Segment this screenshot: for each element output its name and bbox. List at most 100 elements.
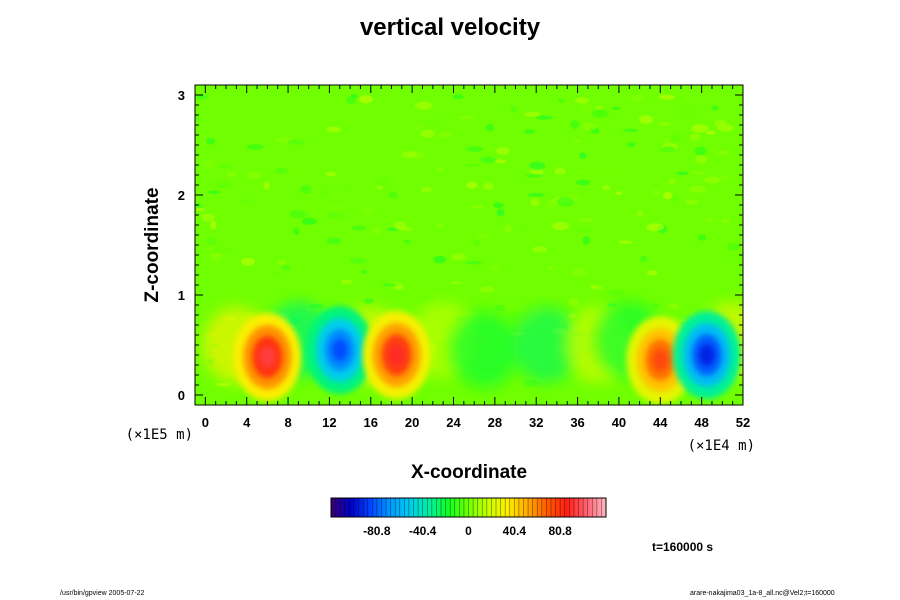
field-speckle	[685, 199, 700, 205]
field-speckle	[659, 94, 675, 100]
field-speckle	[636, 210, 644, 216]
field-speckle	[631, 94, 645, 103]
field-speckle	[208, 190, 220, 195]
field-speckle	[301, 217, 318, 225]
field-speckle	[216, 305, 230, 310]
field-speckle	[668, 303, 680, 310]
field-speckle	[651, 303, 660, 308]
field-speckle	[671, 133, 682, 143]
field-speckle	[483, 182, 494, 190]
x-tick-label: 48	[694, 415, 708, 430]
updraft-core	[259, 346, 276, 368]
y-tick-label: 3	[178, 88, 185, 103]
field-speckle	[361, 207, 376, 215]
field-speckle	[535, 115, 553, 120]
field-speckle	[277, 260, 287, 266]
field-speckle	[411, 237, 425, 245]
field-speckle	[626, 142, 636, 147]
x-tick-label: 8	[284, 415, 291, 430]
x-tick-label: 36	[570, 415, 584, 430]
field-speckle	[489, 264, 501, 271]
colorbar-tick-label: 0	[465, 524, 472, 538]
x-tick-label: 40	[612, 415, 626, 430]
field-speckle	[662, 146, 676, 152]
updraft-core	[652, 349, 669, 371]
y-axis-multiplier: (×1E5 m)	[126, 427, 193, 443]
field-speckle	[201, 213, 215, 222]
field-speckle	[590, 284, 597, 288]
field-speckle	[225, 171, 237, 178]
field-speckle	[349, 257, 367, 264]
field-speckle	[290, 169, 308, 175]
field-speckle	[485, 123, 495, 132]
field-speckle	[210, 220, 217, 230]
x-axis-title: X-coordinate	[411, 462, 527, 483]
field-speckle	[465, 163, 481, 168]
field-speckle	[689, 185, 707, 193]
axis-ticks	[194, 85, 744, 405]
x-tick-label: 4	[243, 415, 251, 430]
field-speckle	[715, 150, 729, 156]
heatmap-field	[195, 85, 743, 405]
field-speckle	[411, 124, 422, 132]
field-speckle	[622, 128, 639, 133]
field-speckle	[275, 167, 288, 174]
field-speckle	[239, 199, 251, 203]
field-speckle	[473, 239, 481, 246]
field-speckle	[727, 242, 740, 251]
field-speckle	[607, 288, 625, 297]
field-cell	[450, 312, 519, 388]
field-speckle	[351, 225, 367, 231]
field-speckle	[615, 191, 623, 196]
field-speckle	[213, 257, 220, 263]
field-speckle	[510, 105, 517, 113]
field-speckle	[325, 171, 337, 177]
field-speckle	[646, 270, 658, 276]
field-cell	[512, 307, 581, 383]
y-tick-label: 1	[178, 288, 185, 303]
field-speckle	[363, 298, 375, 304]
colorbar-tick-label: -40.4	[409, 524, 437, 538]
field-speckle	[403, 239, 411, 244]
field-speckle	[575, 179, 591, 186]
field-speckle	[711, 105, 719, 111]
field-speckle	[689, 133, 700, 141]
field-speckle	[530, 198, 540, 207]
field-speckle	[525, 173, 543, 178]
field-speckle	[721, 218, 731, 224]
field-speckle	[195, 114, 200, 122]
field-speckle	[346, 96, 356, 105]
field-speckle	[576, 226, 594, 233]
field-speckle	[263, 181, 270, 190]
x-tick-label: 16	[364, 415, 378, 430]
field-speckle	[570, 268, 588, 277]
field-speckle	[361, 269, 368, 274]
field-speckle	[527, 193, 545, 197]
downdraft-core	[698, 344, 715, 366]
field-speckle	[388, 191, 398, 199]
x-tick-label: 28	[488, 415, 502, 430]
field-speckle	[300, 184, 312, 194]
x-tick-label: 0	[202, 415, 209, 430]
x-tick-label: 12	[322, 415, 336, 430]
field-speckle	[646, 223, 665, 232]
field-speckle	[326, 237, 342, 245]
field-speckle	[466, 181, 478, 189]
downdraft-core	[331, 339, 348, 361]
field-speckle	[382, 283, 396, 287]
x-tick-label: 24	[446, 415, 461, 430]
field-speckle	[695, 155, 708, 164]
y-tick-label: 2	[178, 188, 185, 203]
field-speckle	[458, 115, 476, 120]
field-speckle	[689, 170, 706, 175]
field-speckle	[206, 137, 215, 145]
field-speckle	[714, 119, 727, 127]
field-speckle	[469, 205, 485, 209]
field-speckle	[697, 234, 707, 241]
field-speckle	[402, 151, 417, 158]
field-speckle	[493, 202, 504, 209]
field-speckle	[679, 106, 696, 116]
field-speckle	[414, 101, 433, 110]
field-speckle	[617, 240, 633, 245]
